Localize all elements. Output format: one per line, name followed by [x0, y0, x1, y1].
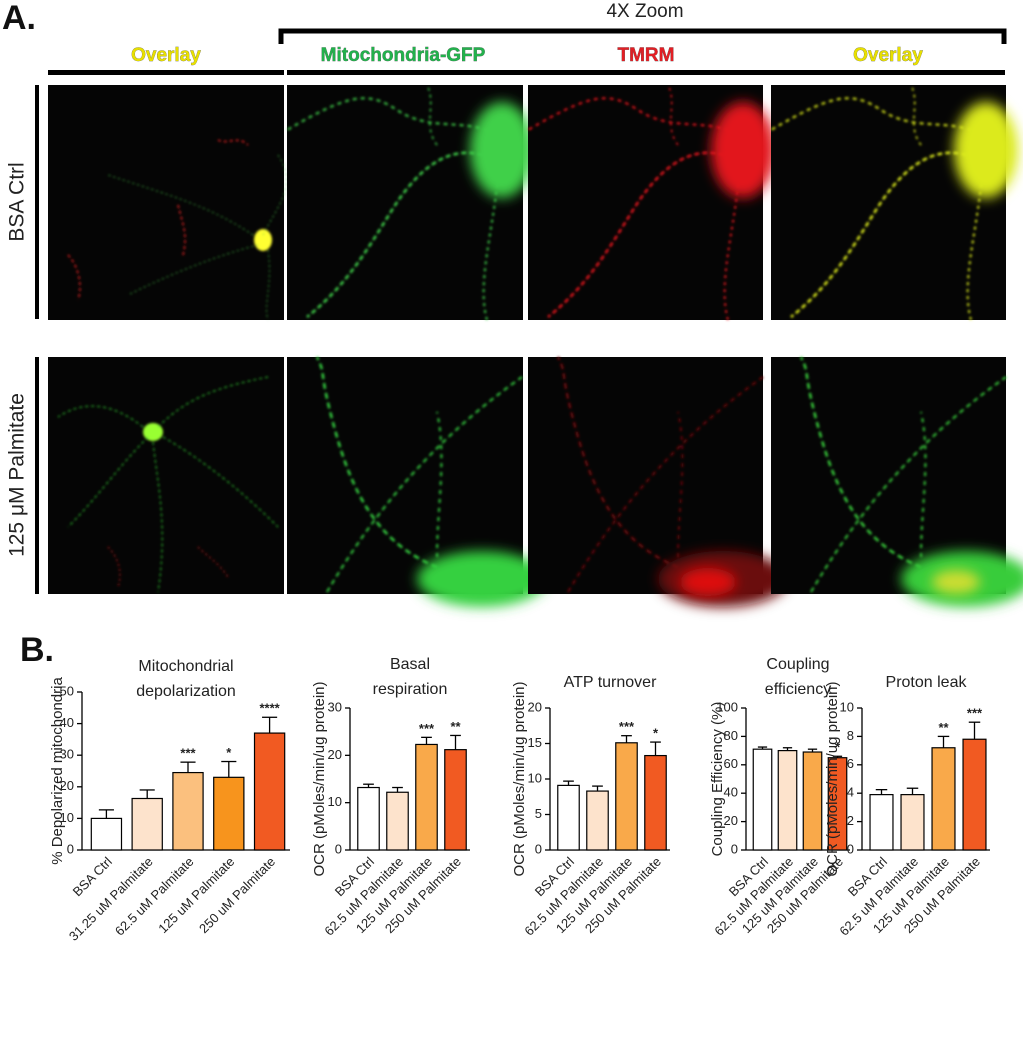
- micrographs: [48, 85, 1023, 607]
- bar: [586, 790, 609, 851]
- y-tick-label: 20: [328, 747, 342, 762]
- micrograph-content: [558, 357, 788, 607]
- y-tick-label: 30: [60, 747, 74, 762]
- bar: [802, 751, 823, 851]
- bar: [752, 748, 773, 851]
- column-rule: [287, 70, 1005, 75]
- bar: [415, 743, 438, 851]
- significance: *: [835, 740, 841, 755]
- y-tick-label: 0: [67, 841, 74, 856]
- chart-title: depolarization: [136, 683, 236, 700]
- chart-title: Basal: [390, 656, 430, 673]
- y-tick-label: 15: [528, 735, 542, 750]
- bar: [869, 794, 894, 851]
- bar: [386, 791, 409, 851]
- significance: **: [450, 719, 461, 734]
- row-rule: [35, 85, 39, 319]
- y-axis-label: Coupling Efficiency (%): [709, 702, 726, 857]
- bar: [900, 794, 925, 851]
- x-tick-label: 250 uM Palmitate: [196, 854, 278, 936]
- micrograph: [48, 85, 284, 320]
- column-header: Mitochondria-GFP: [321, 45, 486, 66]
- bar: [90, 817, 123, 851]
- y-tick-label: 20: [60, 778, 74, 793]
- y-tick-label: 8: [847, 728, 854, 743]
- y-tick-label: 60: [724, 756, 738, 771]
- column-header: TMRM: [618, 45, 675, 66]
- y-tick-label: 0: [847, 841, 854, 856]
- panel-label: B.: [20, 631, 54, 669]
- y-tick-label: 10: [528, 770, 542, 785]
- bar: [777, 749, 798, 851]
- significance: ***: [419, 721, 435, 736]
- bar: [172, 771, 204, 851]
- y-tick-label: 30: [328, 699, 342, 714]
- y-tick-label: 80: [724, 728, 738, 743]
- y-tick-label: 0: [535, 841, 542, 856]
- bracket: [278, 28, 1007, 44]
- bar: [557, 784, 580, 851]
- y-tick-label: 0: [335, 841, 342, 856]
- y-tick-label: 10: [840, 699, 854, 714]
- row-label: 125 μM Palmitate: [6, 393, 29, 557]
- y-tick-label: 20: [724, 813, 738, 828]
- significance: ****: [259, 701, 280, 716]
- chart-title: Coupling: [766, 656, 829, 673]
- y-tick-label: 40: [724, 785, 738, 800]
- y-tick-label: 10: [60, 810, 74, 825]
- significance: ***: [967, 706, 983, 721]
- column-header: Overlay: [853, 45, 923, 66]
- significance: **: [938, 720, 949, 735]
- column-header: Overlay: [131, 45, 201, 66]
- chart-title: ATP turnover: [564, 674, 657, 691]
- chart-title: Mitochondrial: [138, 658, 233, 675]
- bar: [213, 776, 245, 851]
- significance: *: [653, 726, 659, 741]
- y-axis-label: OCR (pMoles/min/ug protein): [311, 681, 328, 876]
- significance: ***: [180, 746, 196, 761]
- y-tick-label: 100: [716, 699, 738, 714]
- y-tick-label: 20: [528, 699, 542, 714]
- chart-title: Proton leak: [886, 674, 968, 691]
- y-axis-label: % Depolarized mitochondria: [49, 677, 66, 865]
- bar: [962, 738, 987, 851]
- y-tick-label: 6: [847, 756, 854, 771]
- bar: [357, 786, 380, 851]
- panel-label: A.: [2, 0, 36, 37]
- bar: [615, 742, 638, 851]
- y-tick-label: 4: [847, 785, 854, 800]
- y-tick-label: 2: [847, 813, 854, 828]
- column-rule: [48, 70, 284, 75]
- micrograph-content: [801, 357, 1023, 607]
- y-tick-label: 0: [731, 841, 738, 856]
- bar: [827, 757, 848, 851]
- bar: [931, 747, 956, 851]
- bar: [444, 749, 467, 851]
- significance: ***: [619, 719, 635, 734]
- y-axis-label: OCR (pMoles/min/ug protein): [511, 681, 528, 876]
- bar: [644, 754, 667, 851]
- y-axis-label: OCR (pMoles/min/ug protein): [824, 681, 841, 876]
- bar: [253, 732, 286, 851]
- zoom-label: 4X Zoom: [606, 1, 683, 22]
- significance: *: [226, 745, 232, 760]
- y-tick-label: 40: [60, 715, 74, 730]
- micrograph: [48, 357, 284, 594]
- y-tick-label: 50: [60, 683, 74, 698]
- chart-title: efficiency: [765, 681, 831, 698]
- y-tick-label: 10: [328, 794, 342, 809]
- bar: [131, 797, 163, 851]
- chart-title: respiration: [373, 681, 448, 698]
- row-rule: [35, 357, 39, 594]
- x-tick-label: 125 uM Palmitate: [155, 854, 237, 936]
- y-tick-label: 5: [535, 806, 542, 821]
- row-label: BSA Ctrl: [6, 162, 29, 241]
